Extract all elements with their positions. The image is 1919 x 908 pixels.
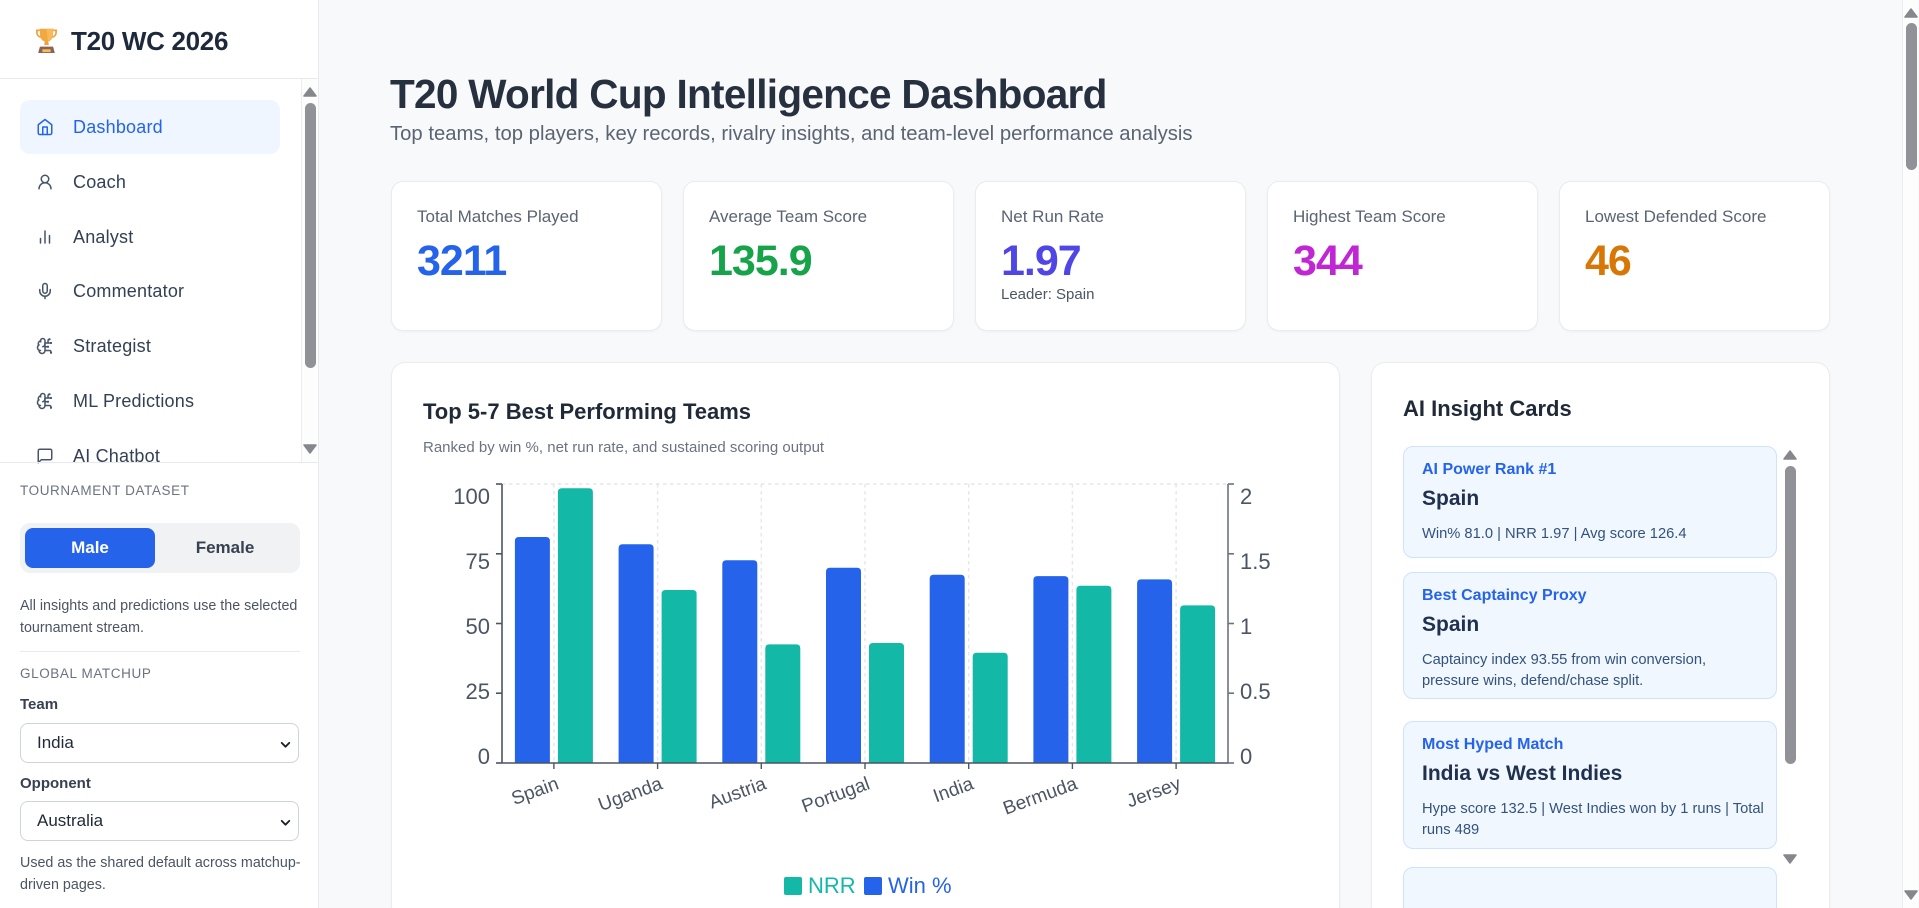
svg-text:1.5: 1.5 (1240, 549, 1271, 574)
svg-text:1: 1 (1240, 614, 1252, 639)
svg-text:Jersey: Jersey (1124, 773, 1184, 812)
svg-text:0.5: 0.5 (1240, 679, 1271, 704)
svg-text:Bermuda: Bermuda (1000, 773, 1080, 819)
svg-text:Win %: Win % (888, 873, 952, 898)
svg-text:India: India (931, 773, 977, 807)
svg-text:Uganda: Uganda (596, 773, 666, 816)
svg-text:75: 75 (466, 549, 490, 574)
svg-text:0: 0 (1240, 744, 1252, 769)
svg-text:100: 100 (453, 484, 490, 509)
svg-text:50: 50 (466, 614, 490, 639)
svg-text:Austria: Austria (706, 773, 769, 813)
svg-text:0: 0 (478, 744, 490, 769)
svg-text:2: 2 (1240, 484, 1252, 509)
svg-text:Portugal: Portugal (799, 773, 873, 817)
svg-text:25: 25 (466, 679, 490, 704)
svg-text:Spain: Spain (509, 773, 562, 809)
svg-text:NRR: NRR (808, 873, 856, 898)
